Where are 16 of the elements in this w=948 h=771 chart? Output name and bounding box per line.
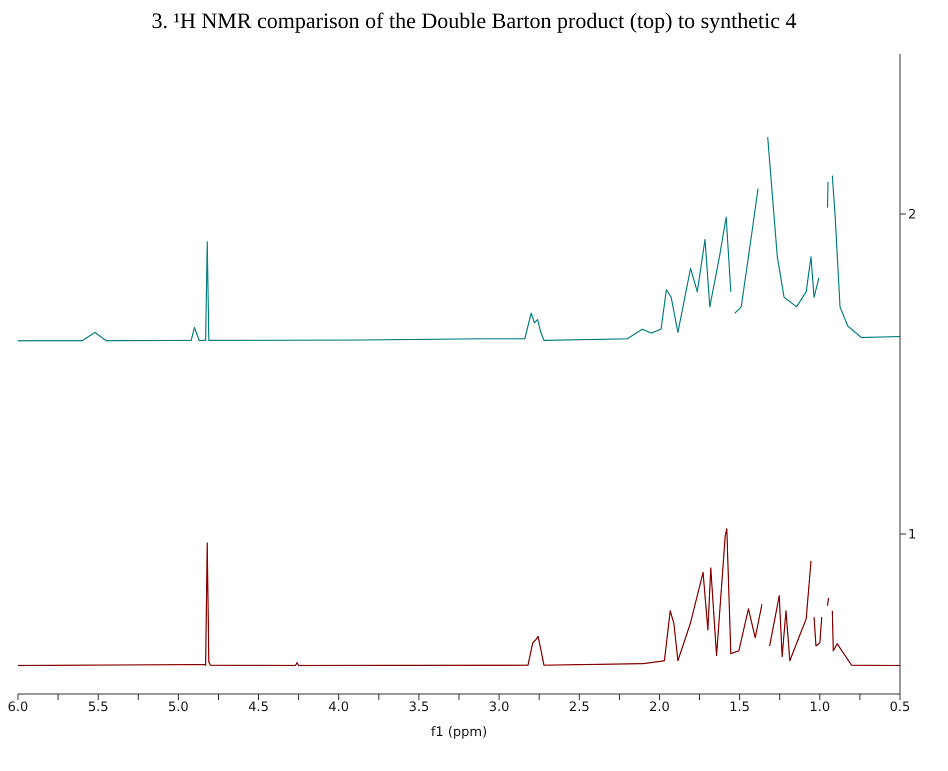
y-tick-label: 2: [908, 208, 916, 223]
x-tick-label: 2.0: [649, 700, 670, 716]
x-tick-label: 5.0: [168, 700, 189, 716]
y-tick-label: 1: [908, 528, 916, 543]
x-tick-label: 2.5: [568, 700, 590, 716]
x-tick-label: 1.5: [729, 700, 750, 716]
x-tick-label: 3.0: [488, 700, 510, 716]
x-tick-label: 1.0: [809, 700, 830, 716]
chart-title: 3. ¹H NMR comparison of the Double Barton product (top) to synthetic 4: [150, 8, 798, 34]
x-tick-label: 0.5: [890, 700, 910, 716]
x-tick-label: 3.5: [408, 700, 430, 716]
x-tick-label: 4.0: [328, 700, 350, 716]
x-tick-label: 5.5: [88, 700, 109, 716]
x-tick-label: 6.0: [8, 700, 28, 716]
x-axis-title: f1 (ppm): [430, 725, 488, 740]
x-tick-label: 4.5: [248, 700, 269, 716]
